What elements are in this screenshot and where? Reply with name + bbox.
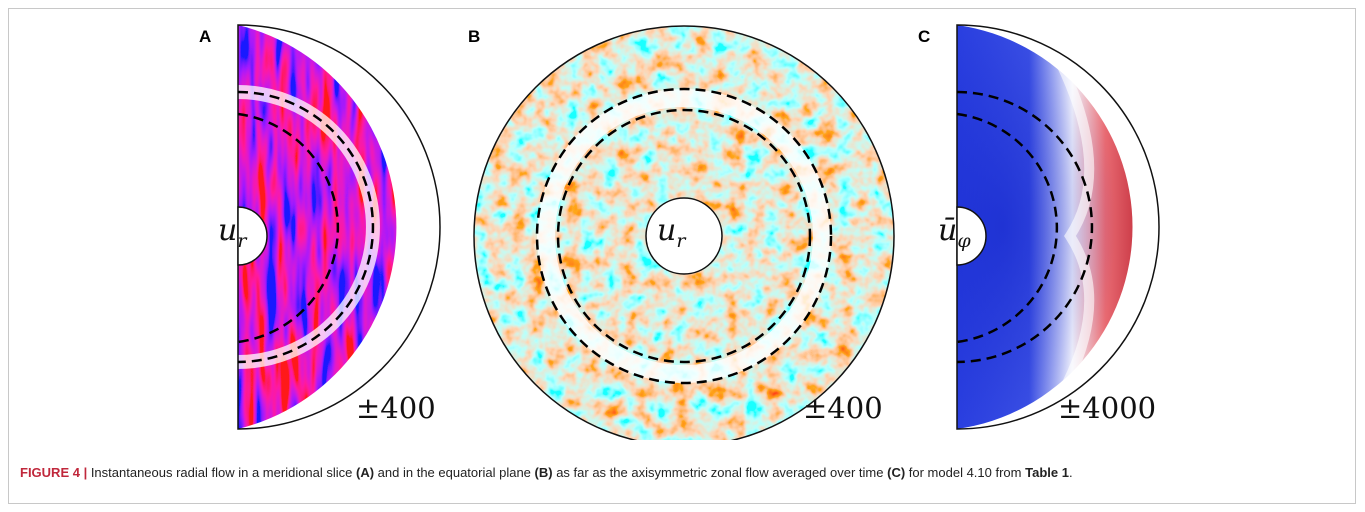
panel-c-inner-core xyxy=(956,206,987,266)
panel-a-scale-label: ±400 xyxy=(356,391,436,425)
panel-b xyxy=(473,25,895,440)
figure-panels xyxy=(237,24,1160,440)
caption-text-1: Instantaneous radial flow in a meridiona… xyxy=(87,465,357,480)
panel-a-outline xyxy=(237,24,441,430)
panel-a-variable-label: ur xyxy=(218,213,247,252)
caption-ref-c: (C) xyxy=(887,465,906,480)
panel-a-letter: A xyxy=(199,27,212,46)
panel-c-scale-label: ±4000 xyxy=(1058,391,1157,425)
panel-b-dashed-outer xyxy=(535,87,833,385)
caption-text-4: for model 4.10 from xyxy=(905,465,1026,480)
panel-a-inner-core xyxy=(237,206,268,266)
panel-a xyxy=(237,24,441,430)
panel-a-dashed-inner xyxy=(237,112,340,344)
caption-text-5: . xyxy=(1068,465,1073,480)
caption-label: FIGURE 4 | xyxy=(20,465,88,480)
panel-c-field xyxy=(957,25,1133,429)
figure-caption: FIGURE 4 | Instantaneous radial flow in … xyxy=(20,462,1345,483)
panel-c-outline xyxy=(956,24,1160,430)
panel-c-dashed-inner xyxy=(956,112,1059,344)
caption-text-3: as far as the axisymmetric zonal flow av… xyxy=(552,465,888,480)
figure-frame xyxy=(8,8,1356,504)
panel-a-dashed-outer xyxy=(237,90,375,364)
panel-b-letter: B xyxy=(468,27,481,46)
panel-a-field xyxy=(238,25,397,429)
caption-ref-b: (B) xyxy=(534,465,553,480)
caption-table-ref: Table 1 xyxy=(1025,465,1069,480)
panel-b-scale-label: ±400 xyxy=(803,391,883,425)
panel-b-dashed-inner xyxy=(556,108,812,364)
panel-b-variable-label: ur xyxy=(657,213,686,252)
panel-b-outline xyxy=(473,25,895,440)
caption-text-2: and in the equatorial plane xyxy=(374,465,535,480)
panel-c-letter: C xyxy=(918,27,931,46)
caption-ref-a: (A) xyxy=(356,465,375,480)
panel-c xyxy=(956,24,1160,430)
panel-c-dashed-outer xyxy=(956,90,1094,364)
panel-b-inner-core xyxy=(645,197,723,275)
panel-c-variable-label: ūφ xyxy=(938,213,971,252)
